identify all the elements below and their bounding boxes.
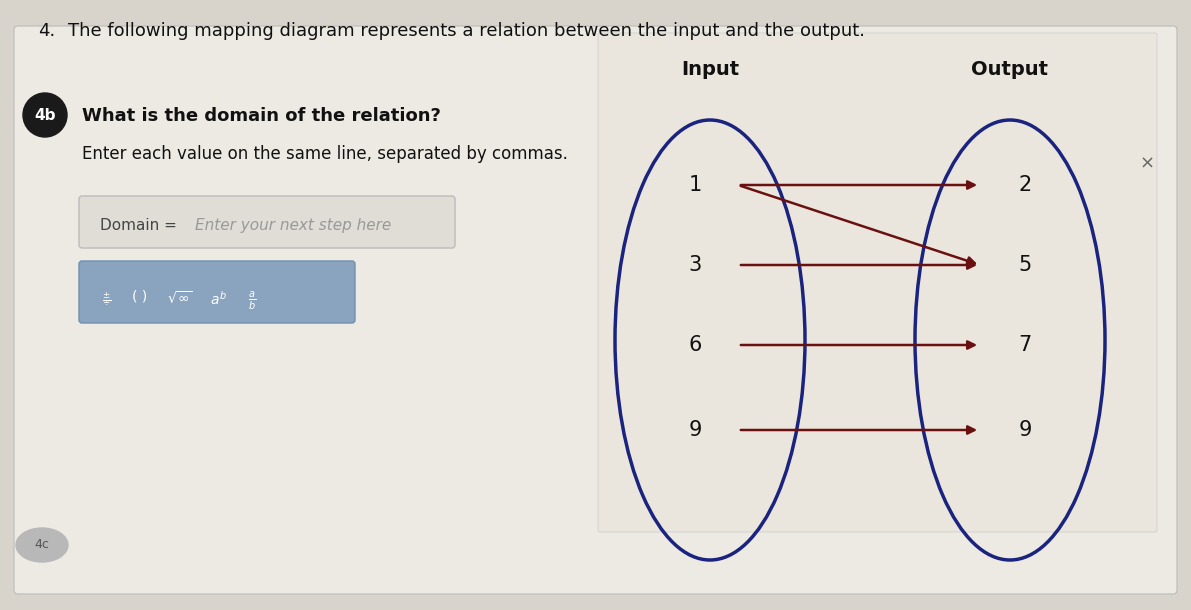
- Text: 3: 3: [688, 255, 701, 275]
- Text: $a^b$: $a^b$: [210, 290, 226, 308]
- Circle shape: [23, 93, 67, 137]
- Text: 4b: 4b: [35, 107, 56, 123]
- Text: Output: Output: [972, 60, 1048, 79]
- Text: 2: 2: [1018, 175, 1031, 195]
- Text: 6: 6: [688, 335, 701, 355]
- Text: What is the domain of the relation?: What is the domain of the relation?: [82, 107, 441, 125]
- FancyBboxPatch shape: [14, 26, 1177, 594]
- Text: Enter each value on the same line, separated by commas.: Enter each value on the same line, separ…: [82, 145, 568, 163]
- Text: $\frac{\pm}{\div}$: $\frac{\pm}{\div}$: [102, 290, 112, 307]
- Text: 9: 9: [1018, 420, 1031, 440]
- Text: 4c: 4c: [35, 539, 50, 551]
- FancyBboxPatch shape: [79, 261, 355, 323]
- Text: 1: 1: [688, 175, 701, 195]
- Text: ( ): ( ): [132, 290, 148, 304]
- Text: Input: Input: [681, 60, 740, 79]
- Ellipse shape: [15, 528, 68, 562]
- FancyBboxPatch shape: [79, 196, 455, 248]
- Text: $\sqrt{\infty}$: $\sqrt{\infty}$: [167, 290, 193, 307]
- Text: 5: 5: [1018, 255, 1031, 275]
- Text: ×: ×: [1140, 155, 1155, 173]
- FancyBboxPatch shape: [598, 33, 1156, 532]
- Text: 9: 9: [688, 420, 701, 440]
- Text: Domain =: Domain =: [100, 218, 177, 233]
- Text: $\frac{a}{b}$: $\frac{a}{b}$: [248, 290, 256, 312]
- Text: Enter your next step here: Enter your next step here: [195, 218, 392, 233]
- Text: The following mapping diagram represents a relation between the input and the ou: The following mapping diagram represents…: [68, 22, 865, 40]
- Text: 7: 7: [1018, 335, 1031, 355]
- Text: 4.: 4.: [38, 22, 55, 40]
